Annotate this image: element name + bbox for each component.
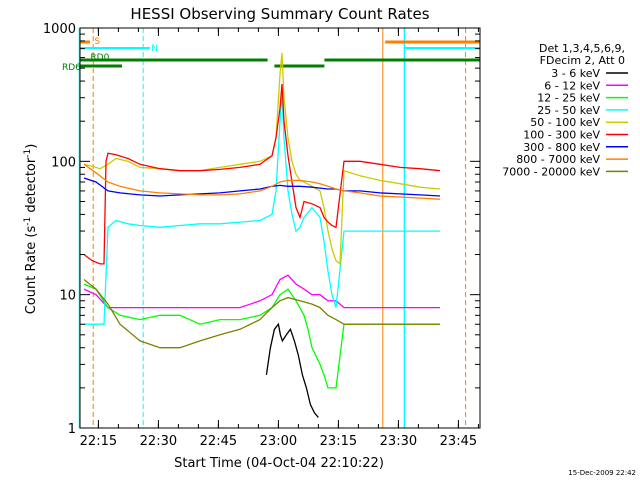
y-tick-labels: 1 10 100 1000 [43,22,480,437]
chart-title: HESSI Observing Summary Count Rates [130,5,429,23]
legend-label-8: 7000 - 20000 keV [502,165,600,178]
x-tick-labels: 22:15 22:30 22:45 23:00 23:15 23:30 23:45 [80,28,479,449]
series-line-1 [83,274,440,309]
legend-label-2: 12 - 25 keV [537,92,600,105]
x-tick-label-5: 23:30 [380,434,417,449]
x-tick-label-1: 22:30 [140,434,177,449]
x-tick-label-6: 23:45 [440,434,477,449]
legend-header-line-2: FDecim 2, Att 0 [540,54,625,67]
y-axis-label: Count Rate (s-1 detector-1) [23,144,39,315]
x-tick-label-3: 23:00 [260,434,297,449]
legend: Det 1,3,4,5,6,9, FDecim 2, Att 0 3 - 6 k… [502,42,628,178]
timestamp: 15-Dec-2009 22:42 [568,469,636,477]
series-line-0 [265,322,319,418]
legend-label-5: 100 - 300 keV [523,129,600,142]
series-line-6 [83,177,441,197]
series-line-3 [84,93,440,325]
y-tick-label-3: 1000 [43,22,76,37]
y-tick-label-0: 1 [68,422,76,437]
legend-label-1: 6 - 12 keV [544,79,600,92]
legend-label-7: 800 - 7000 keV [516,153,600,166]
series-line-4 [83,52,441,266]
flag-label-s: S [94,37,100,47]
legend-label-0: 3 - 6 keV [551,67,600,80]
plot-layer: S N RD0 RD6 [62,28,480,428]
flag-label-n: N [151,44,158,54]
x-axis-label: Start Time (04-Oct-04 22:10:22) [174,456,384,471]
legend-label-4: 50 - 100 keV [530,116,600,129]
series-line-5 [83,83,441,265]
series-line-8 [83,278,440,349]
series-line-7 [83,163,441,200]
y-tick-label-1: 10 [59,289,76,304]
y-tick-label-2: 100 [51,155,76,170]
flag-label-rd6: RD6 [62,63,81,73]
legend-label-6: 300 - 800 keV [523,141,600,154]
x-tick-label-0: 22:15 [80,434,117,449]
flag-label-rd0: RD0 [90,53,109,63]
x-tick-label-2: 22:45 [200,434,237,449]
legend-header-line-1: Det 1,3,4,5,6,9, [539,42,625,55]
plot-frame [79,27,481,429]
x-tick-label-4: 23:15 [320,434,357,449]
legend-label-3: 25 - 50 keV [537,104,600,117]
